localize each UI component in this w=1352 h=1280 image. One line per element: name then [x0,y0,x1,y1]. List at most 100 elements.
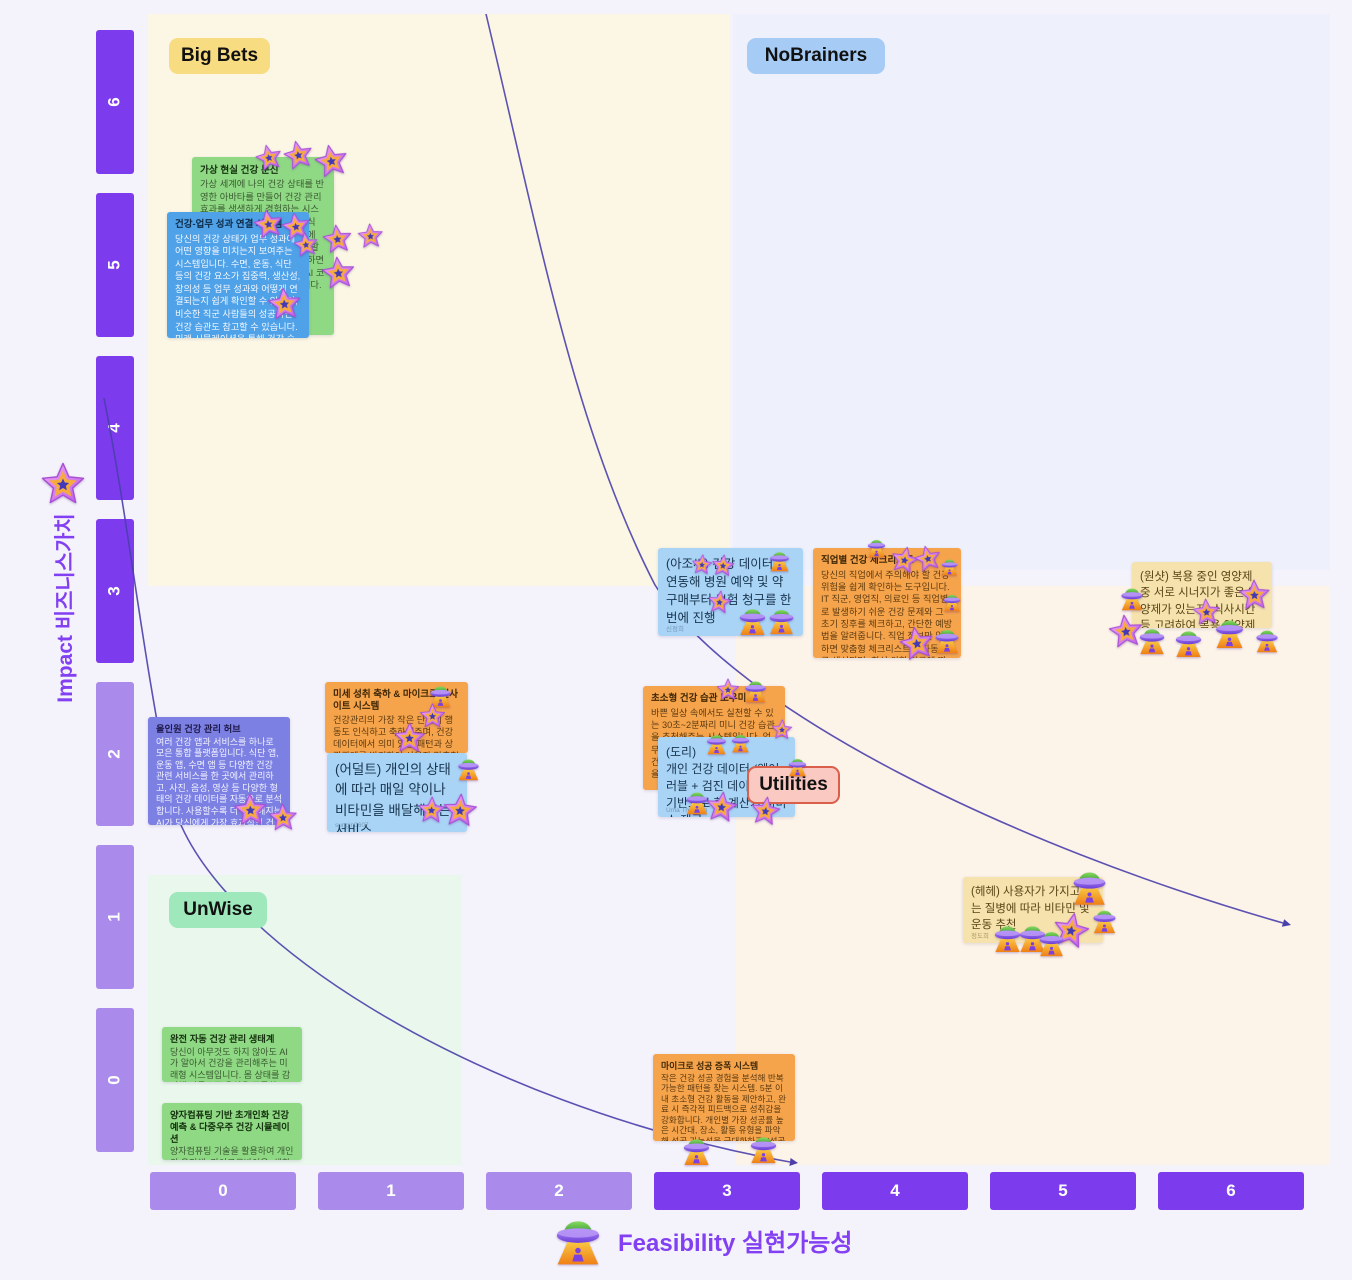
y-tick-6[interactable]: 6 [96,30,134,174]
star-vote-icon[interactable] [266,285,302,322]
x-tick-1[interactable]: 1 [318,1172,464,1210]
star-vote-icon[interactable] [716,678,740,702]
y-tick-label: 5 [105,260,124,270]
note-title: 양자컴퓨팅 기반 초개인화 건강 예측 & 다중우주 건강 시뮬레이션 [170,1110,290,1144]
y-tick-2[interactable]: 2 [96,682,134,826]
ufo-vote-icon[interactable] [737,605,768,636]
ufo-vote-icon[interactable] [767,606,796,635]
x-tick-label: 6 [1226,1181,1236,1200]
star-vote-icon[interactable] [251,206,285,240]
ufo-vote-icon[interactable] [1037,928,1066,957]
star-vote-icon[interactable] [292,230,320,258]
quadrant-region-utilities [736,586,1330,1165]
note-author: sungin0607 [335,822,369,829]
ufo-vote-icon[interactable] [1091,907,1118,934]
ufo-vote-icon[interactable] [1254,627,1280,653]
note-micro-success-amplifier[interactable]: 마이크로 성공 증폭 시스템 작은 건강 성공 경험을 분석해 반복 가능한 패턴… [653,1054,795,1141]
ufo-3d-icon [552,1214,604,1266]
ufo-vote-icon[interactable] [456,756,481,781]
ufo-vote-icon[interactable] [992,922,1023,953]
note-body: 양자컴퓨팅 기술을 활용하여 개인의 유전체, 마이크로바이옴, 생활습관, 환… [170,1146,294,1160]
star-vote-icon[interactable] [912,542,943,573]
note-title: 올인원 건강 관리 허브 [156,724,241,734]
star-vote-icon[interactable] [711,553,736,578]
star-vote-icon[interactable] [393,721,426,755]
ufo-vote-icon[interactable] [1119,585,1145,611]
ufo-vote-icon[interactable] [942,592,962,612]
x-tick-label: 4 [890,1181,900,1200]
note-title: 가상 현실 건강 분신 [200,165,279,176]
star-vote-icon[interactable] [356,222,384,250]
ufo-vote-icon[interactable] [940,557,959,576]
ufo-vote-icon[interactable] [748,1133,779,1164]
x-axis-title: Feasibility 실현가능성 [618,1229,853,1257]
star-vote-icon[interactable] [749,794,782,827]
ufo-vote-icon[interactable] [1173,627,1204,658]
star-vote-icon[interactable] [253,141,284,172]
star-vote-icon[interactable] [320,254,356,291]
ufo-vote-icon[interactable] [933,626,961,654]
y-tick-1[interactable]: 1 [96,845,134,989]
star-vote-icon[interactable] [321,222,353,255]
y-tick-label: 1 [105,912,124,922]
y-tick-label: 0 [105,1075,124,1085]
x-tick-label: 5 [1058,1181,1068,1200]
x-tick-5[interactable]: 5 [990,1172,1136,1210]
x-tick-label: 2 [554,1181,564,1200]
star-vote-icon[interactable] [233,792,268,828]
ufo-vote-icon[interactable] [768,549,791,572]
ufo-vote-icon[interactable] [1070,867,1109,906]
x-tick-label: 3 [722,1181,732,1200]
x-tick-2[interactable]: 2 [486,1172,632,1210]
x-tick-label: 1 [386,1181,396,1200]
note-title: 건강-업무 성과 연결 시스템 [175,219,283,230]
x-tick-4[interactable]: 4 [822,1172,968,1210]
ufo-vote-icon[interactable] [730,732,751,753]
x-tick-6[interactable]: 6 [1158,1172,1304,1210]
note-body: 당신이 아무것도 하지 않아도 AI가 알아서 건강을 관리해주는 미래형 시스… [170,1046,291,1082]
star-vote-icon[interactable] [280,137,315,171]
y-tick-3[interactable]: 3 [96,519,134,663]
note-body: 작은 건강 성공 경험을 분석해 반복 가능한 패턴을 찾는 시스템. 5분 이… [661,1072,787,1141]
x-tick-3[interactable]: 3 [654,1172,800,1210]
y-tick-5[interactable]: 5 [96,193,134,337]
note-body: 당신의 건강 상태가 업무 성과에 어떤 영향을 미치는지 보여주는 시스템입니… [175,233,301,338]
star-vote-icon[interactable] [1238,578,1271,612]
x-axis-title-group: Feasibility 실현가능성 [552,1214,852,1266]
ufo-vote-icon[interactable] [681,1135,712,1166]
note-author: 정도희 [971,933,989,940]
x-tick-label: 0 [218,1181,228,1200]
x-tick-0[interactable]: 0 [150,1172,296,1210]
note-title: 완전 자동 건강 관리 생태계 [170,1034,275,1044]
y-tick-0[interactable]: 0 [96,1008,134,1152]
quadrant-region-nobrainers [733,14,1330,570]
star-vote-icon[interactable] [897,624,936,662]
star-vote-icon[interactable] [312,141,350,179]
y-tick-label: 6 [105,97,124,107]
star-3d-icon [40,462,86,508]
y-tick-label: 2 [105,749,124,759]
ufo-vote-icon[interactable] [743,678,768,703]
note-author: 신정희 [666,626,684,633]
y-tick-4[interactable]: 4 [96,356,134,500]
note-title: 마이크로 성공 증폭 시스템 [661,1061,759,1071]
quadrant-label-nobrainers[interactable]: NoBrainers [747,38,885,74]
ufo-vote-icon[interactable] [1213,616,1246,649]
quadrant-label-unwise[interactable]: UnWise [169,892,267,928]
ufo-vote-icon[interactable] [866,537,887,558]
ufo-vote-icon[interactable] [1137,625,1167,655]
y-tick-label: 3 [105,586,124,596]
y-axis-title: Impact 비즈니스가치 [54,513,77,703]
ufo-vote-icon[interactable] [787,756,808,777]
ufo-vote-icon[interactable] [705,732,728,755]
star-vote-icon[interactable] [706,588,732,615]
star-vote-icon[interactable] [704,789,738,824]
quadrant-label-big-bets[interactable]: Big Bets [169,38,270,74]
star-vote-icon[interactable] [771,719,793,741]
star-vote-icon[interactable] [442,792,478,829]
star-vote-icon[interactable] [268,803,298,833]
